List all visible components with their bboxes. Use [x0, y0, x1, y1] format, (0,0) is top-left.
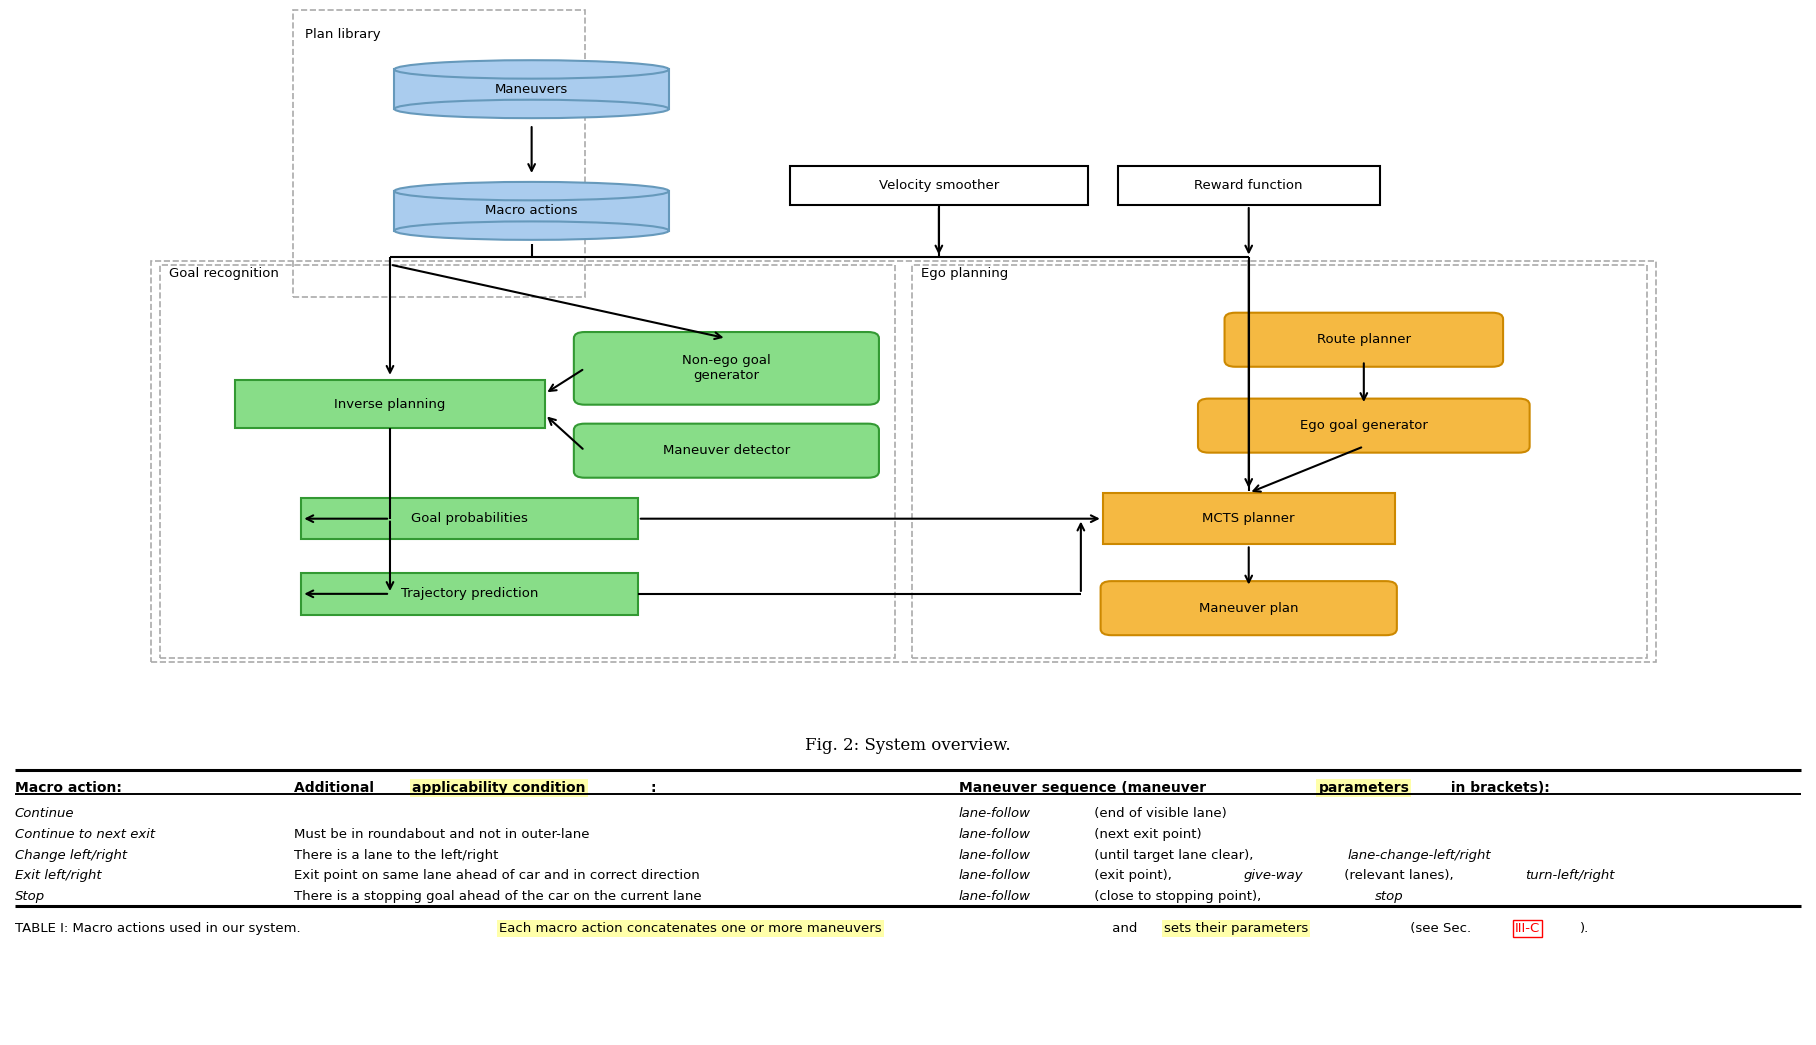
- Text: (until target lane clear),: (until target lane clear),: [1090, 849, 1257, 861]
- Bar: [1117, 166, 1380, 205]
- FancyBboxPatch shape: [1100, 581, 1397, 635]
- Bar: [394, 69, 668, 109]
- Bar: [301, 573, 637, 614]
- Text: (see Sec.: (see Sec.: [1406, 922, 1471, 934]
- Text: lane-follow: lane-follow: [959, 890, 1031, 903]
- Ellipse shape: [394, 182, 668, 201]
- Text: Exit point on same lane ahead of car and in correct direction: Exit point on same lane ahead of car and…: [294, 869, 699, 882]
- Text: and: and: [1108, 922, 1142, 934]
- Text: There is a stopping goal ahead of the car on the current lane: There is a stopping goal ahead of the ca…: [294, 890, 701, 903]
- Bar: [790, 166, 1088, 205]
- Text: There is a lane to the left/right: There is a lane to the left/right: [294, 849, 499, 861]
- FancyBboxPatch shape: [574, 332, 879, 404]
- Bar: [160, 264, 895, 658]
- Text: Velocity smoother: Velocity smoother: [879, 180, 999, 192]
- Text: Maneuvers: Maneuvers: [496, 83, 568, 96]
- Text: (end of visible lane): (end of visible lane): [1090, 807, 1226, 819]
- Text: Maneuver detector: Maneuver detector: [663, 444, 790, 457]
- Text: lane-follow: lane-follow: [959, 849, 1031, 861]
- FancyBboxPatch shape: [1199, 398, 1529, 452]
- Text: Macro action:: Macro action:: [15, 781, 122, 794]
- Bar: [912, 264, 1647, 658]
- Text: Change left/right: Change left/right: [15, 849, 127, 861]
- Text: lane-follow: lane-follow: [959, 869, 1031, 882]
- Text: MCTS planner: MCTS planner: [1202, 512, 1295, 526]
- Text: III-C: III-C: [1515, 922, 1540, 934]
- Text: lane-follow: lane-follow: [959, 807, 1031, 819]
- Text: lane-follow: lane-follow: [959, 828, 1031, 840]
- Text: (relevant lanes),: (relevant lanes),: [1340, 869, 1458, 882]
- Text: (close to stopping point),: (close to stopping point),: [1090, 890, 1266, 903]
- Text: Inverse planning: Inverse planning: [334, 398, 445, 411]
- Text: Fig. 2: System overview.: Fig. 2: System overview.: [804, 737, 1012, 753]
- Text: Continue: Continue: [15, 807, 74, 819]
- Text: Non-ego goal
generator: Non-ego goal generator: [683, 354, 770, 382]
- Text: applicability condition: applicability condition: [412, 781, 587, 794]
- Text: ).: ).: [1580, 922, 1589, 934]
- Text: (exit point),: (exit point),: [1090, 869, 1175, 882]
- Bar: [394, 191, 668, 231]
- FancyBboxPatch shape: [574, 423, 879, 478]
- Text: in brackets):: in brackets):: [1446, 781, 1549, 794]
- Text: (next exit point): (next exit point): [1090, 828, 1200, 840]
- Text: Additional: Additional: [294, 781, 380, 794]
- Text: turn-left/right: turn-left/right: [1525, 869, 1614, 882]
- Bar: [301, 497, 637, 539]
- Text: Each macro action concatenates one or more maneuvers: Each macro action concatenates one or mo…: [499, 922, 883, 934]
- Text: Maneuver sequence (maneuver: Maneuver sequence (maneuver: [959, 781, 1211, 794]
- Text: Route planner: Route planner: [1317, 333, 1411, 346]
- Text: Reward function: Reward function: [1195, 180, 1302, 192]
- Text: Plan library: Plan library: [305, 28, 381, 42]
- Text: Goal recognition: Goal recognition: [169, 266, 280, 280]
- Text: Ego planning: Ego planning: [921, 266, 1008, 280]
- Text: Continue to next exit: Continue to next exit: [15, 828, 154, 840]
- Bar: [151, 261, 1656, 661]
- FancyBboxPatch shape: [1224, 312, 1504, 367]
- Text: Stop: Stop: [15, 890, 45, 903]
- Bar: [1102, 493, 1395, 544]
- Text: give-way: give-way: [1244, 869, 1304, 882]
- Text: lane-change-left/right: lane-change-left/right: [1347, 849, 1491, 861]
- Text: Trajectory prediction: Trajectory prediction: [401, 587, 538, 600]
- Text: Exit left/right: Exit left/right: [15, 869, 102, 882]
- Text: Must be in roundabout and not in outer-lane: Must be in roundabout and not in outer-l…: [294, 828, 590, 840]
- Ellipse shape: [394, 61, 668, 78]
- Text: Ego goal generator: Ego goal generator: [1300, 419, 1427, 433]
- Text: parameters: parameters: [1318, 781, 1409, 794]
- Text: sets their parameters: sets their parameters: [1164, 922, 1308, 934]
- Bar: [234, 379, 545, 428]
- Ellipse shape: [394, 222, 668, 240]
- Ellipse shape: [394, 99, 668, 118]
- Text: Maneuver plan: Maneuver plan: [1199, 602, 1298, 614]
- Bar: [292, 10, 585, 297]
- Text: Goal probabilities: Goal probabilities: [410, 512, 528, 526]
- Text: TABLE I: Macro actions used in our system.: TABLE I: Macro actions used in our syste…: [15, 922, 305, 934]
- Text: Macro actions: Macro actions: [485, 205, 577, 217]
- Text: :: :: [650, 781, 656, 794]
- Text: stop: stop: [1375, 890, 1404, 903]
